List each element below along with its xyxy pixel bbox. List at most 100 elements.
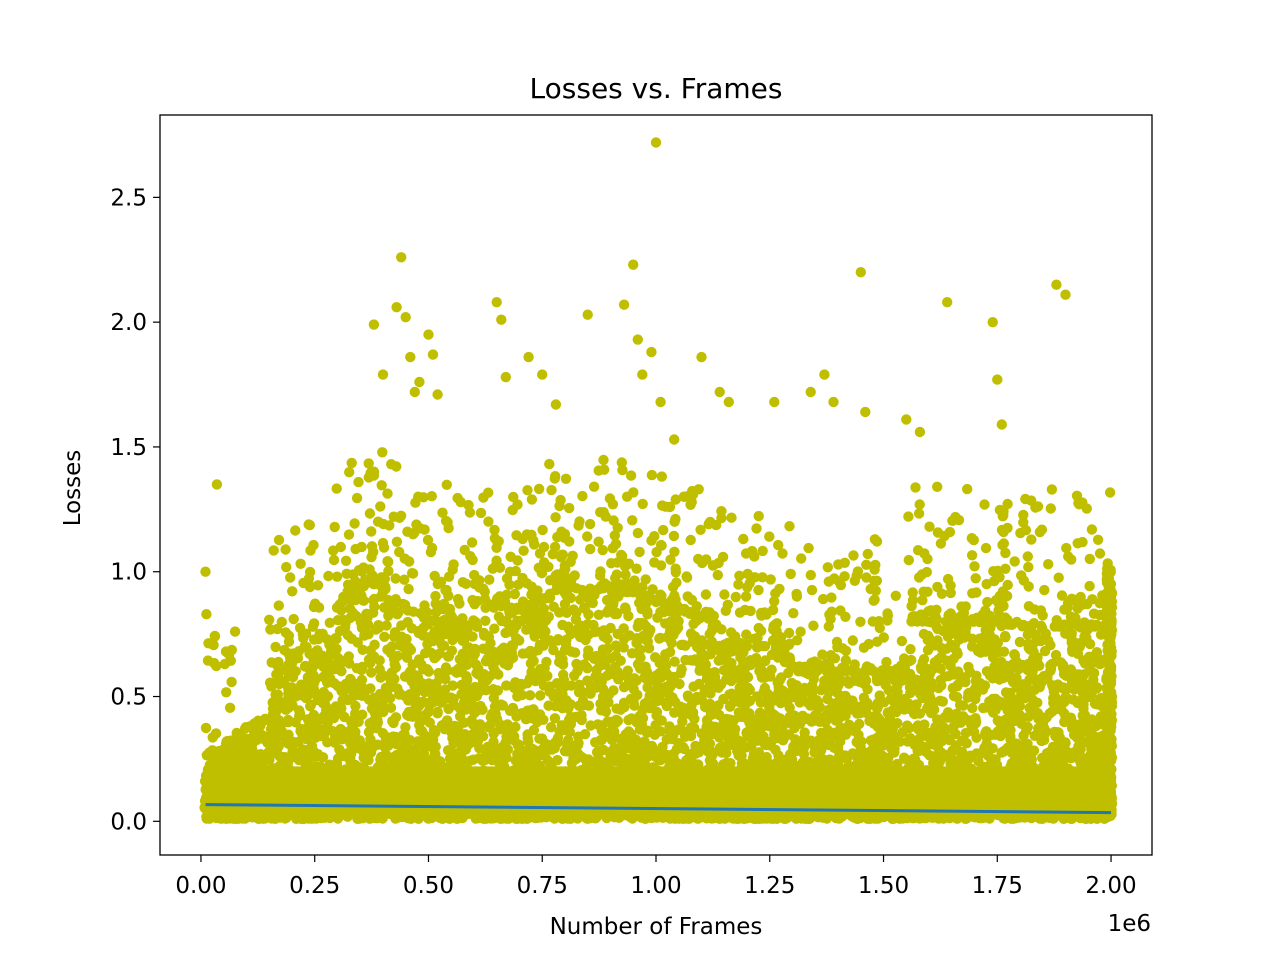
data-point bbox=[733, 707, 745, 718]
data-point bbox=[579, 659, 590, 670]
data-point bbox=[269, 783, 280, 794]
data-point bbox=[783, 729, 795, 740]
data-point bbox=[237, 772, 249, 784]
data-point bbox=[830, 765, 841, 776]
data-point bbox=[562, 721, 574, 732]
data-point bbox=[812, 696, 824, 708]
data-point bbox=[385, 682, 396, 693]
data-point bbox=[1024, 791, 1035, 802]
data-point bbox=[941, 655, 952, 666]
data-point bbox=[680, 654, 691, 666]
data-point bbox=[793, 718, 804, 729]
data-point bbox=[622, 665, 633, 676]
data-point bbox=[1057, 662, 1069, 673]
data-point bbox=[708, 674, 719, 686]
data-point bbox=[1050, 649, 1062, 661]
data-point bbox=[862, 684, 873, 695]
data-point bbox=[308, 683, 320, 695]
data-point bbox=[606, 716, 617, 727]
data-point bbox=[1033, 713, 1044, 725]
data-point bbox=[1013, 780, 1024, 792]
data-point bbox=[535, 690, 546, 701]
data-point bbox=[310, 732, 322, 743]
data-point bbox=[426, 647, 437, 659]
data-point bbox=[696, 728, 707, 739]
data-point bbox=[440, 628, 451, 640]
data-point bbox=[430, 748, 441, 760]
data-point bbox=[945, 710, 956, 721]
data-point bbox=[908, 753, 919, 764]
data-point bbox=[399, 729, 410, 740]
data-point bbox=[552, 785, 563, 796]
data-point bbox=[594, 672, 605, 683]
data-point bbox=[332, 663, 344, 674]
data-point bbox=[942, 751, 953, 762]
data-point bbox=[458, 787, 470, 798]
data-point bbox=[365, 683, 376, 694]
data-point bbox=[1075, 744, 1086, 755]
data-point bbox=[449, 720, 460, 732]
data-point bbox=[933, 682, 944, 694]
data-point bbox=[719, 741, 730, 752]
data-point bbox=[617, 739, 629, 750]
data-point bbox=[463, 642, 475, 653]
data-point bbox=[418, 663, 429, 674]
data-point bbox=[1091, 750, 1102, 762]
data-point bbox=[645, 624, 656, 636]
data-point bbox=[1029, 684, 1040, 695]
data-point bbox=[755, 724, 766, 735]
data-point bbox=[963, 661, 974, 673]
data-point bbox=[511, 711, 522, 722]
data-point bbox=[331, 758, 342, 769]
data-point bbox=[517, 679, 528, 691]
data-point bbox=[583, 629, 594, 640]
data-point bbox=[268, 728, 280, 739]
data-point bbox=[478, 786, 489, 797]
data-point bbox=[508, 624, 519, 636]
data-point bbox=[952, 679, 963, 690]
data-point bbox=[1022, 738, 1033, 749]
data-point bbox=[331, 643, 342, 655]
data-point bbox=[304, 719, 315, 731]
data-point bbox=[412, 679, 423, 690]
data-point bbox=[1066, 666, 1078, 678]
data-point bbox=[979, 680, 991, 691]
data-point bbox=[904, 677, 916, 688]
data-point bbox=[274, 751, 285, 762]
data-point bbox=[918, 628, 930, 640]
data-point bbox=[466, 779, 477, 790]
data-point bbox=[922, 644, 934, 656]
data-point bbox=[960, 672, 971, 683]
data-point bbox=[390, 662, 402, 673]
data-point bbox=[686, 707, 698, 719]
data-point bbox=[469, 701, 480, 712]
data-point bbox=[539, 765, 550, 776]
data-point bbox=[442, 651, 454, 662]
data-point bbox=[1085, 730, 1096, 742]
data-point bbox=[636, 755, 648, 766]
data-point bbox=[967, 633, 978, 644]
data-point bbox=[889, 747, 900, 758]
data-point bbox=[653, 778, 664, 790]
data-point bbox=[456, 751, 467, 763]
data-point bbox=[1077, 710, 1088, 721]
data-point bbox=[311, 751, 322, 762]
data-point bbox=[822, 684, 833, 695]
data-point bbox=[488, 646, 500, 658]
data-point bbox=[804, 756, 815, 767]
data-point bbox=[1032, 652, 1043, 663]
data-point bbox=[648, 693, 659, 704]
data-point bbox=[489, 665, 501, 676]
data-point bbox=[465, 730, 476, 742]
data-point bbox=[543, 782, 554, 794]
data-point bbox=[579, 699, 590, 711]
data-point bbox=[987, 673, 998, 684]
data-point bbox=[436, 639, 447, 650]
data-point bbox=[565, 628, 577, 640]
data-point bbox=[506, 640, 518, 651]
data-point bbox=[641, 674, 652, 685]
data-point bbox=[899, 753, 911, 764]
data-point bbox=[424, 717, 435, 728]
